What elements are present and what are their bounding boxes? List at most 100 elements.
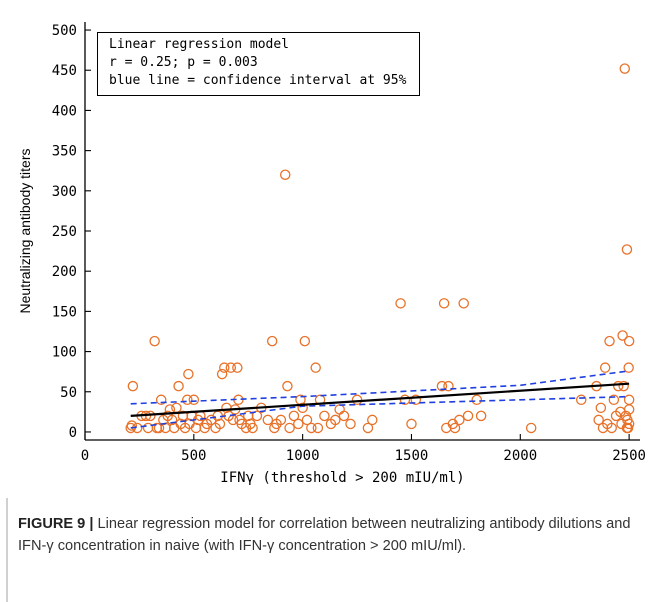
data-point <box>299 335 311 347</box>
annotation-line-2: r = 0.25; p = 0.003 <box>109 55 258 70</box>
x-tick-label: 2500 <box>612 448 646 464</box>
data-point <box>319 410 330 422</box>
y-tick-label: 300 <box>52 184 77 200</box>
data-point <box>351 394 363 406</box>
axes-layer: 0 50 100 150 200 250 300 350 400 450 500 0 500 1000 15… <box>17 22 646 486</box>
data-point <box>623 404 635 415</box>
ci-lower-line <box>130 395 630 429</box>
data-point <box>604 335 615 347</box>
data-point <box>225 362 237 373</box>
data-point <box>621 422 633 434</box>
y-tick-label: 200 <box>52 264 77 280</box>
x-tick-label: 0 <box>81 448 89 464</box>
ci-upper-line <box>130 370 630 405</box>
data-point <box>293 418 304 430</box>
data-point <box>262 414 274 426</box>
x-tick-label: 500 <box>181 448 206 464</box>
lines-layer <box>130 370 630 429</box>
data-point <box>595 402 607 414</box>
data-point <box>126 420 138 431</box>
data-point <box>608 394 620 406</box>
caption-text: Linear regression model for correlation … <box>18 516 631 554</box>
y-tick-label: 450 <box>52 63 77 79</box>
caption-label: FIGURE 9 | <box>18 516 94 532</box>
x-tick-label: 1500 <box>395 448 429 464</box>
annotation-box: Linear regression model r = 0.25; p = 0.… <box>97 32 420 96</box>
data-point <box>153 422 165 434</box>
annotation-line-3: blue line = confidence interval at 95% <box>109 73 407 88</box>
data-point <box>306 422 317 434</box>
data-point <box>617 330 628 341</box>
data-point <box>406 418 417 430</box>
data-point <box>166 414 178 426</box>
points-layer <box>125 63 635 434</box>
data-point <box>619 63 631 74</box>
y-tick-label: 50 <box>60 385 77 401</box>
data-point <box>623 362 634 373</box>
data-point <box>334 404 345 415</box>
caption-frame <box>6 498 8 602</box>
data-point <box>266 335 278 347</box>
data-point <box>438 298 450 309</box>
data-point <box>232 362 243 373</box>
data-point <box>367 414 378 426</box>
data-point <box>288 410 300 422</box>
data-point <box>399 394 411 406</box>
data-point <box>216 368 228 380</box>
chart-area: 0 50 100 150 200 250 300 350 400 450 500 0 500 1000 15… <box>17 22 646 486</box>
x-axis-title: IFNγ (threshold > 200 mIU/ml) <box>220 470 464 486</box>
data-point <box>599 362 611 373</box>
data-point <box>621 244 633 255</box>
data-point <box>149 335 160 347</box>
data-point <box>182 394 193 406</box>
data-point <box>410 394 422 406</box>
y-tick-label: 150 <box>52 304 77 320</box>
figure-caption: FIGURE 9 | Linear regression model for c… <box>18 513 636 557</box>
data-point <box>612 380 624 392</box>
data-point <box>345 418 356 430</box>
y-tick-label: 400 <box>52 103 77 119</box>
y-axis-title: Neutralizing antibody titers <box>17 149 33 314</box>
data-point <box>475 410 487 422</box>
x-tick-label: 2000 <box>503 448 537 464</box>
data-point <box>127 380 139 392</box>
data-point <box>462 410 474 422</box>
regression-line <box>130 382 630 417</box>
y-tick-label: 500 <box>52 23 77 39</box>
data-point <box>251 410 263 422</box>
data-point <box>171 402 182 414</box>
data-point <box>623 394 635 406</box>
data-point <box>454 414 465 426</box>
data-point <box>297 402 308 414</box>
data-point <box>525 422 537 434</box>
data-point <box>606 422 617 434</box>
data-point <box>312 422 324 434</box>
annotation-line-1: Linear regression model <box>109 37 290 52</box>
data-point <box>214 418 226 430</box>
data-point <box>247 422 258 434</box>
data-point <box>443 380 454 392</box>
data-point <box>575 394 587 406</box>
data-point <box>395 298 406 309</box>
y-tick-label: 100 <box>52 345 77 361</box>
y-tick-label: 0 <box>69 425 77 441</box>
data-point <box>362 422 374 434</box>
data-point <box>282 380 293 392</box>
data-point <box>155 394 167 406</box>
data-point <box>449 422 461 434</box>
data-point <box>183 368 194 380</box>
data-point <box>301 414 313 426</box>
data-point <box>310 362 321 373</box>
data-point <box>188 394 200 406</box>
data-point <box>275 414 287 426</box>
scatter-chart: 0 50 100 150 200 250 300 350 400 450 500 0 500 1000 15… <box>17 22 646 486</box>
data-point <box>279 169 291 180</box>
data-point <box>618 380 629 392</box>
data-point <box>330 414 341 426</box>
y-tick-label: 350 <box>52 144 77 160</box>
data-point <box>173 380 184 392</box>
data-point <box>458 298 469 309</box>
data-point <box>219 362 230 373</box>
data-point <box>436 380 448 392</box>
data-point <box>284 422 295 434</box>
